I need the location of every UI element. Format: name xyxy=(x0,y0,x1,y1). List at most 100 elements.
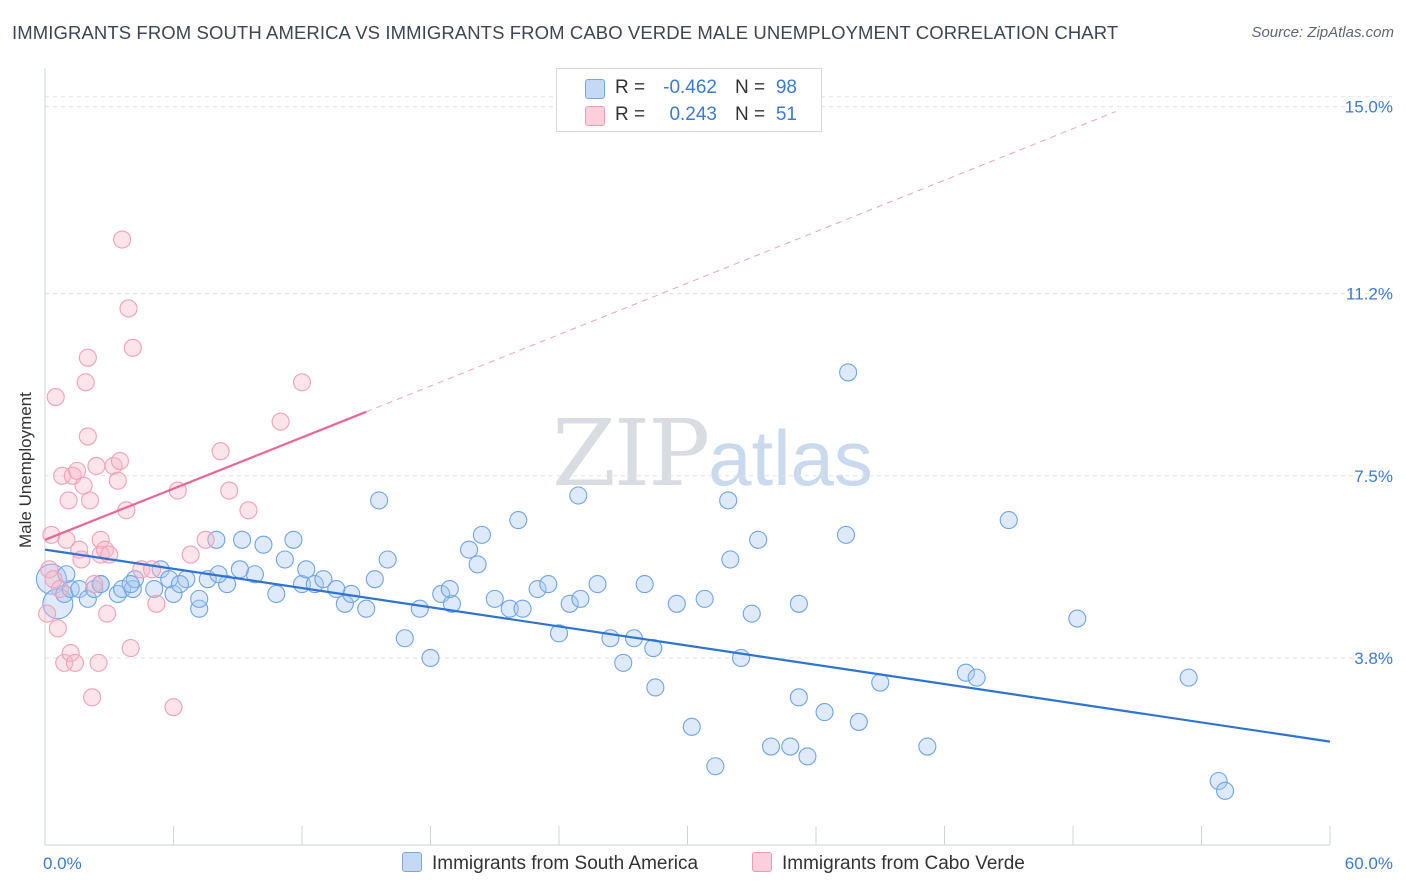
cabo-verde-point xyxy=(211,442,230,461)
south-america-point xyxy=(164,584,183,603)
south-america-point xyxy=(121,575,140,594)
south-america-point xyxy=(297,560,316,579)
south-america-point xyxy=(588,575,607,594)
cabo-verde-point xyxy=(271,412,290,431)
y-axis-label: Male Unemployment xyxy=(16,392,35,548)
south-america-point xyxy=(207,530,226,549)
watermark: ZIPatlas xyxy=(552,400,873,507)
cabo-verde-point xyxy=(113,230,132,249)
south-america-point xyxy=(569,486,588,505)
series-legend-south-america: Immigrants from South America xyxy=(402,852,698,875)
cabo-verde-point xyxy=(91,530,110,549)
south-america-point xyxy=(410,599,429,618)
cabo-verde-point xyxy=(164,698,183,717)
cabo-verde-point xyxy=(89,653,108,672)
south-america-point xyxy=(999,511,1018,530)
south-america-point xyxy=(695,589,714,608)
south-america-point xyxy=(967,668,986,687)
south-america-point xyxy=(761,737,781,756)
south-america-point xyxy=(500,599,519,618)
cabo-verde-point xyxy=(110,451,130,471)
cabo-verde-point xyxy=(85,575,104,594)
correlation-legend: R = -0.462 N = 98 R = 0.243 N = 51 xyxy=(556,68,822,132)
legend-swatch-cabo-verde xyxy=(585,106,605,126)
south-america-point xyxy=(719,491,738,510)
cabo-verde-point xyxy=(48,619,67,638)
cabo-verde-point xyxy=(61,643,80,663)
cabo-verde-point xyxy=(121,639,140,658)
south-america-point xyxy=(421,648,440,667)
cabo-verde-point xyxy=(98,604,117,623)
cabo-verde-point xyxy=(38,604,57,623)
source-attribution: Source: ZipAtlas.com xyxy=(1251,24,1394,41)
south-america-point xyxy=(91,575,110,594)
south-america-point xyxy=(539,575,558,594)
south-america-point xyxy=(472,525,491,544)
legend-n-value: 98 xyxy=(775,77,797,98)
series-legend-cabo-verde: Immigrants from Cabo Verde xyxy=(752,852,1025,875)
south-america-point xyxy=(781,737,800,756)
south-america-point xyxy=(145,579,164,599)
cabo-verde-point xyxy=(123,338,142,357)
south-america-point xyxy=(742,604,761,623)
south-america-point xyxy=(190,589,209,608)
cabo-verde-point xyxy=(119,299,138,318)
south-america-point xyxy=(378,550,397,569)
south-america-point xyxy=(459,540,479,559)
cabo-verde-point xyxy=(143,560,162,579)
cabo-verde-point xyxy=(196,530,215,549)
south-america-point xyxy=(871,673,890,692)
south-america-point xyxy=(918,737,937,756)
legend-n-label: N = xyxy=(735,104,766,125)
cabo-verde-point xyxy=(50,579,70,599)
x-tick-label-max: 60.0% xyxy=(1345,854,1393,873)
south-america-point xyxy=(528,579,547,599)
cabo-verde-point xyxy=(239,501,258,520)
south-america-point xyxy=(682,717,701,736)
cabo-verde-point xyxy=(65,653,85,672)
south-america-point xyxy=(1068,609,1087,628)
cabo-verde-point xyxy=(55,653,74,672)
legend-n-label: N = xyxy=(735,77,766,98)
legend-row-south-america: R = -0.462 N = 98 xyxy=(557,75,821,101)
south-america-point xyxy=(267,584,286,603)
south-america-point xyxy=(1179,668,1198,687)
south-america-point xyxy=(113,579,132,599)
watermark-atlas: atlas xyxy=(708,414,873,502)
cabo-verde-point xyxy=(44,570,63,589)
south-america-point xyxy=(1216,781,1235,800)
cabo-verde-trendline xyxy=(44,410,367,541)
legend-r-value: 0.243 xyxy=(669,104,717,125)
south-america-point xyxy=(789,688,808,707)
cabo-verde-point xyxy=(292,373,312,392)
south-america-point xyxy=(190,599,209,618)
south-america-point xyxy=(365,570,384,589)
south-america-point xyxy=(232,530,252,549)
cabo-verde-point xyxy=(40,560,59,579)
cabo-verde-point xyxy=(147,594,166,613)
south-america-point xyxy=(170,575,189,594)
series-swatch-cabo-verde xyxy=(752,852,772,872)
legend-n-value: 51 xyxy=(775,104,797,125)
legend-r-label: R = xyxy=(615,104,646,125)
y-tick-label: 15.0% xyxy=(1345,98,1393,117)
south-america-point xyxy=(440,579,459,599)
cabo-verde-point xyxy=(46,387,65,407)
south-america-point xyxy=(836,525,856,544)
south-america-point xyxy=(560,594,579,613)
south-america-point xyxy=(442,594,461,613)
legend-r-label: R = xyxy=(615,77,646,98)
south-america-point xyxy=(513,599,532,618)
y-tick-label: 7.5% xyxy=(1354,467,1393,486)
south-america-point xyxy=(284,530,303,549)
y-tick-label: 3.8% xyxy=(1354,649,1393,668)
south-america-point xyxy=(798,747,817,766)
south-america-point xyxy=(485,589,504,608)
south-america-point xyxy=(614,653,633,672)
cabo-verde-point xyxy=(78,348,97,367)
series-name-south-america: Immigrants from South America xyxy=(432,853,699,874)
cabo-verde-point xyxy=(80,491,100,510)
south-america-point xyxy=(370,491,389,510)
cabo-verde-point xyxy=(87,456,106,476)
